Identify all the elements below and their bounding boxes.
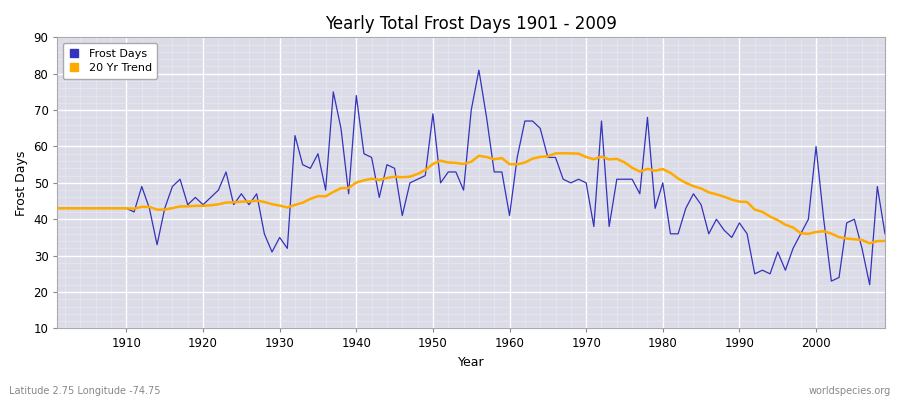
Title: Yearly Total Frost Days 1901 - 2009: Yearly Total Frost Days 1901 - 2009 xyxy=(325,15,617,33)
Legend: Frost Days, 20 Yr Trend: Frost Days, 20 Yr Trend xyxy=(63,43,158,79)
Text: Latitude 2.75 Longitude -74.75: Latitude 2.75 Longitude -74.75 xyxy=(9,386,160,396)
Text: worldspecies.org: worldspecies.org xyxy=(809,386,891,396)
X-axis label: Year: Year xyxy=(458,356,484,369)
Y-axis label: Frost Days: Frost Days xyxy=(15,150,28,216)
